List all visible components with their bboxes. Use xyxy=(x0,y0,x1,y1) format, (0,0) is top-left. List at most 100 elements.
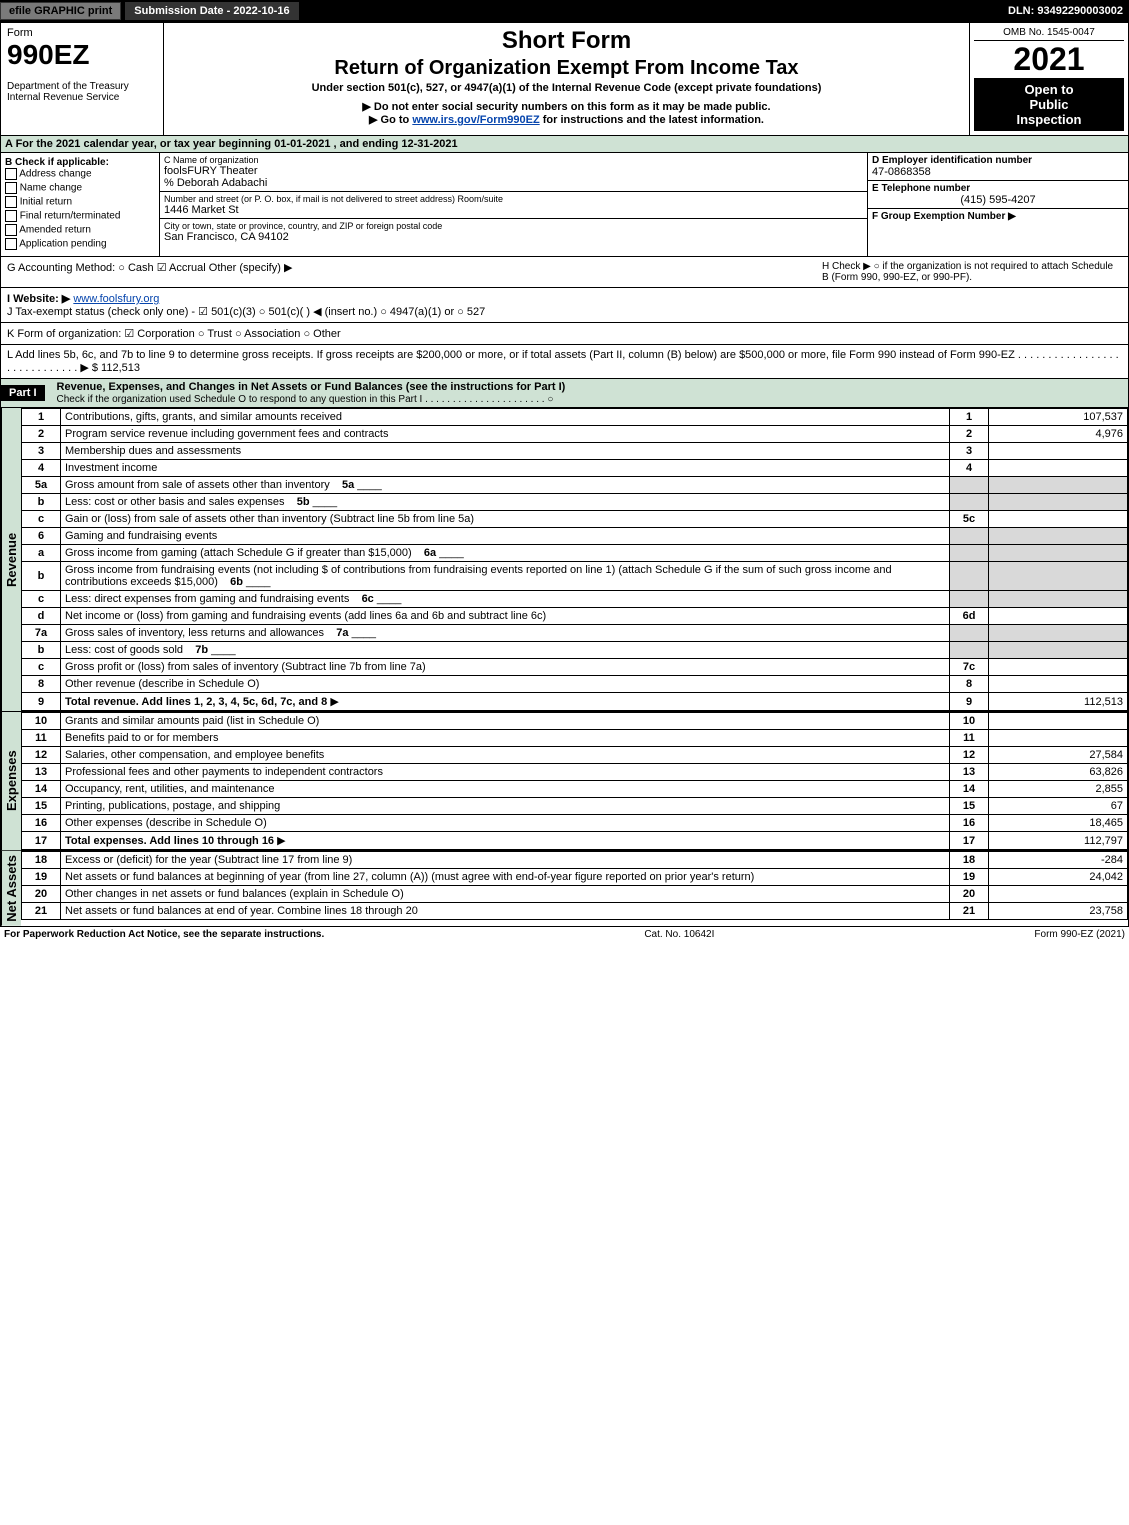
part1-title: Revenue, Expenses, and Changes in Net As… xyxy=(51,379,572,395)
open-line3: Inspection xyxy=(978,112,1120,127)
check-address-change[interactable]: Address change xyxy=(5,168,155,180)
line-9: 9Total revenue. Add lines 1, 2, 3, 4, 5c… xyxy=(22,693,1128,711)
line-7a: 7aGross sales of inventory, less returns… xyxy=(22,625,1128,642)
line-6c: cLess: direct expenses from gaming and f… xyxy=(22,591,1128,608)
website-row: I Website: ▶ www.foolsfury.org xyxy=(7,292,1122,305)
dept-label: Department of the Treasury xyxy=(7,81,157,92)
line-15: 15Printing, publications, postage, and s… xyxy=(22,798,1128,815)
top-bar: efile GRAPHIC print Submission Date - 20… xyxy=(0,0,1129,22)
row-k: K Form of organization: ☑ Corporation ○ … xyxy=(0,323,1129,345)
footer-formno: Form 990-EZ (2021) xyxy=(1034,929,1125,940)
line-11: 11Benefits paid to or for members11 xyxy=(22,730,1128,747)
open-line2: Public xyxy=(978,97,1120,112)
revenue-section: Revenue 1Contributions, gifts, grants, a… xyxy=(0,408,1129,712)
check-final-return[interactable]: Final return/terminated xyxy=(5,210,155,222)
header-left: Form 990EZ Department of the Treasury In… xyxy=(1,23,164,135)
schedule-b-note: H Check ▶ ○ if the organization is not r… xyxy=(822,261,1122,283)
dln-text: DLN: 93492290003002 xyxy=(1008,5,1129,17)
part1-header-row: Part I Revenue, Expenses, and Changes in… xyxy=(0,379,1129,408)
title-short-form: Short Form xyxy=(170,27,963,55)
note-goto-pre: ▶ Go to xyxy=(369,114,412,126)
part1-checknote: Check if the organization used Schedule … xyxy=(51,394,554,405)
ein-block: D Employer identification number 47-0868… xyxy=(868,153,1128,181)
row-l: L Add lines 5b, 6c, and 7b to line 9 to … xyxy=(0,345,1129,379)
org-name-block: C Name of organization foolsFURY Theater… xyxy=(160,153,867,192)
header-center: Short Form Return of Organization Exempt… xyxy=(164,23,969,135)
row-gh: G Accounting Method: ○ Cash ☑ Accrual Ot… xyxy=(0,257,1129,288)
line-5c: cGain or (loss) from sale of assets othe… xyxy=(22,511,1128,528)
revenue-vlabel: Revenue xyxy=(1,408,21,711)
form-header: Form 990EZ Department of the Treasury In… xyxy=(0,22,1129,136)
form-label: Form xyxy=(7,27,157,39)
line-4: 4Investment income4 xyxy=(22,460,1128,477)
footer-left: For Paperwork Reduction Act Notice, see … xyxy=(4,929,324,940)
city-block: City or town, state or province, country… xyxy=(160,219,867,245)
check-name-change[interactable]: Name change xyxy=(5,182,155,194)
line-7b: bLess: cost of goods sold 7b ____ xyxy=(22,642,1128,659)
expenses-section: Expenses 10Grants and similar amounts pa… xyxy=(0,712,1129,851)
org-name: foolsFURY Theater xyxy=(164,165,863,177)
irs-link[interactable]: www.irs.gov/Form990EZ xyxy=(412,114,539,126)
col-b-title: B Check if applicable: xyxy=(5,157,155,168)
part1-label: Part I xyxy=(1,385,45,401)
header-right: OMB No. 1545-0047 2021 Open to Public In… xyxy=(969,23,1128,135)
line-12: 12Salaries, other compensation, and empl… xyxy=(22,747,1128,764)
ein: 47-0868358 xyxy=(872,166,1124,178)
line-1: 1Contributions, gifts, grants, and simil… xyxy=(22,409,1128,426)
tax-year: 2021 xyxy=(974,41,1124,78)
line-21: 21Net assets or fund balances at end of … xyxy=(22,903,1128,920)
revenue-table: 1Contributions, gifts, grants, and simil… xyxy=(21,408,1128,711)
city-label: City or town, state or province, country… xyxy=(164,221,863,231)
line-16: 16Other expenses (describe in Schedule O… xyxy=(22,815,1128,832)
open-line1: Open to xyxy=(978,82,1120,97)
line-6: 6Gaming and fundraising events xyxy=(22,528,1128,545)
line-6b: bGross income from fundraising events (n… xyxy=(22,562,1128,591)
footer-catno: Cat. No. 10642I xyxy=(644,929,714,940)
info-bcd: B Check if applicable: Address change Na… xyxy=(0,153,1129,257)
street: 1446 Market St xyxy=(164,204,863,216)
tel-block: E Telephone number (415) 595-4207 xyxy=(868,181,1128,209)
ein-label: D Employer identification number xyxy=(872,155,1124,166)
street-label: Number and street (or P. O. box, if mail… xyxy=(164,194,863,204)
netassets-vlabel: Net Assets xyxy=(1,851,21,926)
title-return: Return of Organization Exempt From Incom… xyxy=(170,57,963,80)
line-8: 8Other revenue (describe in Schedule O)8 xyxy=(22,676,1128,693)
check-amended-return[interactable]: Amended return xyxy=(5,224,155,236)
section-a-text: A For the 2021 calendar year, or tax yea… xyxy=(5,138,458,150)
subtitle: Under section 501(c), 527, or 4947(a)(1)… xyxy=(170,82,963,94)
note-ssn: ▶ Do not enter social security numbers o… xyxy=(170,100,963,113)
care-of: % Deborah Adabachi xyxy=(164,177,863,189)
note-goto-post: for instructions and the latest informat… xyxy=(540,114,764,126)
city: San Francisco, CA 94102 xyxy=(164,231,863,243)
efile-print-button[interactable]: efile GRAPHIC print xyxy=(0,2,121,20)
line-5b: bLess: cost or other basis and sales exp… xyxy=(22,494,1128,511)
tel-label: E Telephone number xyxy=(872,183,1124,194)
note-goto: ▶ Go to www.irs.gov/Form990EZ for instru… xyxy=(170,113,963,126)
line-13: 13Professional fees and other payments t… xyxy=(22,764,1128,781)
website-link[interactable]: www.foolsfury.org xyxy=(73,293,159,305)
netassets-section: Net Assets 18Excess or (deficit) for the… xyxy=(0,851,1129,927)
col-b: B Check if applicable: Address change Na… xyxy=(1,153,160,256)
line-10: 10Grants and similar amounts paid (list … xyxy=(22,713,1128,730)
group-exempt-block: F Group Exemption Number ▶ xyxy=(868,209,1128,224)
check-initial-return[interactable]: Initial return xyxy=(5,196,155,208)
line-2: 2Program service revenue including gover… xyxy=(22,426,1128,443)
line-19: 19Net assets or fund balances at beginni… xyxy=(22,869,1128,886)
submission-date-button[interactable]: Submission Date - 2022-10-16 xyxy=(125,2,298,20)
row-ij: I Website: ▶ www.foolsfury.org J Tax-exe… xyxy=(0,288,1129,323)
line-20: 20Other changes in net assets or fund ba… xyxy=(22,886,1128,903)
expenses-table: 10Grants and similar amounts paid (list … xyxy=(21,712,1128,850)
check-application-pending[interactable]: Application pending xyxy=(5,238,155,250)
col-d: D Employer identification number 47-0868… xyxy=(868,153,1128,256)
form-number: 990EZ xyxy=(7,39,157,71)
street-block: Number and street (or P. O. box, if mail… xyxy=(160,192,867,219)
omb-number: OMB No. 1545-0047 xyxy=(974,27,1124,41)
line-6d: dNet income or (loss) from gaming and fu… xyxy=(22,608,1128,625)
open-public-box: Open to Public Inspection xyxy=(974,78,1124,131)
line-18: 18Excess or (deficit) for the year (Subt… xyxy=(22,852,1128,869)
section-a: A For the 2021 calendar year, or tax yea… xyxy=(0,136,1129,153)
line-7c: cGross profit or (loss) from sales of in… xyxy=(22,659,1128,676)
accounting-method: G Accounting Method: ○ Cash ☑ Accrual Ot… xyxy=(7,261,822,283)
tel: (415) 595-4207 xyxy=(872,194,1124,206)
irs-label: Internal Revenue Service xyxy=(7,92,157,103)
